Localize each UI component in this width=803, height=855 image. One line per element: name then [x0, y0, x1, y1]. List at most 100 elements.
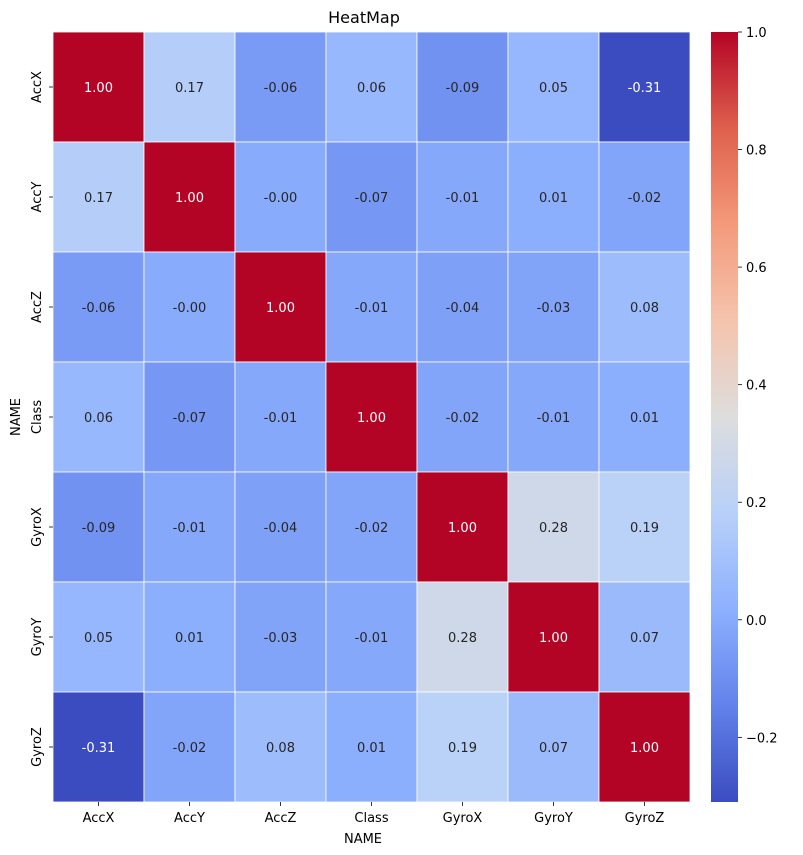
colorbar-tick-label-4: 0.2: [746, 496, 767, 511]
y-tick-label-4: GyroX: [30, 507, 45, 547]
colorbar-tick-label-5: 0.0: [746, 614, 767, 629]
colorbar-ticks: 1.0 0.8 0.6 0.4 0.2 0.0 −0.2: [738, 26, 778, 746]
heatmap-value-label-4-6: 0.19: [630, 521, 659, 536]
heatmap-value-label-5-5: 1.00: [539, 631, 568, 646]
heatmap-value-label-3-5: -0.01: [537, 411, 571, 426]
heatmap-cell-2-0: [52, 251, 145, 363]
x-tick-label-2: AccZ: [265, 811, 297, 826]
heatmap-value-label-0-2: -0.06: [264, 81, 298, 96]
heatmap-value-labels: 1.00 0.17 -0.06 0.06 -0.09 0.05 -0.31 0.17 1.00 -…: [82, 81, 662, 756]
heatmap-cell-2-2: [234, 251, 327, 363]
heatmap-value-label-5-6: 0.07: [630, 631, 659, 646]
heatmap-cell-3-1: [143, 361, 236, 473]
x-tick-label-1: AccY: [174, 811, 205, 826]
heatmap-cell-1-2: [234, 141, 327, 253]
heatmap-value-label-5-4: 0.28: [448, 631, 477, 646]
colorbar-tick-label-2: 0.6: [746, 261, 767, 276]
heatmap-cell-1-4: [416, 141, 509, 253]
x-tick-label-3: Class: [354, 811, 388, 826]
heatmap-cell-3-0: [52, 361, 145, 473]
heatmap-cell-2-6: [598, 251, 691, 363]
heatmap-value-label-1-6: -0.02: [628, 191, 662, 206]
heatmap-value-label-5-3: -0.01: [355, 631, 389, 646]
heatmap-cell-3-6: [598, 361, 691, 473]
heatmap-value-label-3-3: 1.00: [357, 411, 386, 426]
heatmap-value-label-0-1: 0.17: [175, 81, 204, 96]
heatmap-cell-0-1: [143, 31, 236, 143]
heatmap-value-label-5-1: 0.01: [175, 631, 204, 646]
colorbar-tick-label-3: 0.4: [746, 379, 767, 394]
x-tick-label-6: GyroZ: [625, 811, 665, 826]
heatmap-value-label-0-5: 0.05: [539, 81, 568, 96]
heatmap-value-label-4-1: -0.01: [173, 521, 207, 536]
heatmap-cell-2-1: [143, 251, 236, 363]
heatmap-cell-2-4: [416, 251, 509, 363]
heatmap-value-label-2-4: -0.04: [446, 301, 480, 316]
heatmap-value-label-3-0: 0.06: [84, 411, 113, 426]
heatmap-cell-6-6: [598, 691, 691, 803]
heatmap-value-label-1-0: 0.17: [84, 191, 113, 206]
x-tick-label-5: GyroY: [534, 811, 573, 826]
heatmap-value-label-3-6: 0.01: [630, 411, 659, 426]
x-tick-label-4: GyroX: [443, 811, 483, 826]
heatmap-cell-5-2: [234, 581, 327, 693]
heatmap-value-label-6-6: 1.00: [630, 741, 659, 756]
heatmap-value-label-1-5: 0.01: [539, 191, 568, 206]
heatmap-value-label-1-1: 1.00: [175, 191, 204, 206]
heatmap-value-label-2-2: 1.00: [266, 301, 295, 316]
heatmap-cell-5-3: [325, 581, 418, 693]
heatmap-cell-0-4: [416, 31, 509, 143]
heatmap-cell-1-0: [52, 141, 145, 253]
heatmap-value-label-5-0: 0.05: [84, 631, 113, 646]
heatmap-value-label-0-0: 1.00: [84, 81, 113, 96]
heatmap-value-label-2-3: -0.01: [355, 301, 389, 316]
heatmap-cell-4-2: [234, 471, 327, 583]
heatmap-cell-5-1: [143, 581, 236, 693]
heatmap-cell-4-6: [598, 471, 691, 583]
heatmap-cell-1-5: [507, 141, 600, 253]
heatmap-value-label-6-5: 0.07: [539, 741, 568, 756]
heatmap-cell-6-3: [325, 691, 418, 803]
x-tick-label-0: AccX: [83, 811, 115, 826]
y-tick-label-1: AccY: [30, 181, 45, 212]
heatmap-cell-3-3: [325, 361, 418, 473]
heatmap-cell-2-5: [507, 251, 600, 363]
heatmap-value-label-2-0: -0.06: [82, 301, 116, 316]
heatmap-value-label-6-0: -0.31: [82, 741, 116, 756]
heatmap-value-label-4-4: 1.00: [448, 521, 477, 536]
heatmap-cell-6-5: [507, 691, 600, 803]
x-axis-label: NAME: [344, 832, 382, 847]
x-axis-ticks: AccX AccY AccZ Class GyroX GyroY GyroZ: [83, 802, 665, 826]
heatmap-value-label-6-3: 0.01: [357, 741, 386, 756]
heatmap-cell-5-0: [52, 581, 145, 693]
heatmap-cell-6-4: [416, 691, 509, 803]
heatmap-value-label-6-4: 0.19: [448, 741, 477, 756]
heatmap-value-label-6-1: -0.02: [173, 741, 207, 756]
heatmap-value-label-2-1: -0.00: [173, 301, 207, 316]
heatmap-value-label-3-1: -0.07: [173, 411, 207, 426]
heatmap-value-label-4-5: 0.28: [539, 521, 568, 536]
heatmap-cell-5-4: [416, 581, 509, 693]
y-tick-label-0: AccX: [30, 71, 45, 103]
heatmap-cell-6-0: [52, 691, 145, 803]
heatmap-value-label-1-2: -0.00: [264, 191, 298, 206]
heatmap-cell-0-2: [234, 31, 327, 143]
heatmap-cell-3-5: [507, 361, 600, 473]
colorbar: [711, 32, 738, 802]
heatmap-value-label-0-4: -0.09: [446, 81, 480, 96]
heatmap-value-label-4-0: -0.09: [82, 521, 116, 536]
heatmap-cells: [52, 31, 691, 803]
heatmap-value-label-4-2: -0.04: [264, 521, 298, 536]
heatmap-value-label-2-6: 0.08: [630, 301, 659, 316]
heatmap-cell-1-6: [598, 141, 691, 253]
y-tick-label-2: AccZ: [30, 291, 45, 323]
heatmap-value-label-1-3: -0.07: [355, 191, 389, 206]
heatmap-value-label-4-3: -0.02: [355, 521, 389, 536]
heatmap-value-label-2-5: -0.03: [537, 301, 571, 316]
heatmap-value-label-3-4: -0.02: [446, 411, 480, 426]
heatmap-value-label-0-3: 0.06: [357, 81, 386, 96]
colorbar-tick-label-1: 0.8: [746, 144, 767, 159]
y-tick-label-5: GyroY: [30, 618, 45, 657]
heatmap-cell-0-0: [52, 31, 145, 143]
